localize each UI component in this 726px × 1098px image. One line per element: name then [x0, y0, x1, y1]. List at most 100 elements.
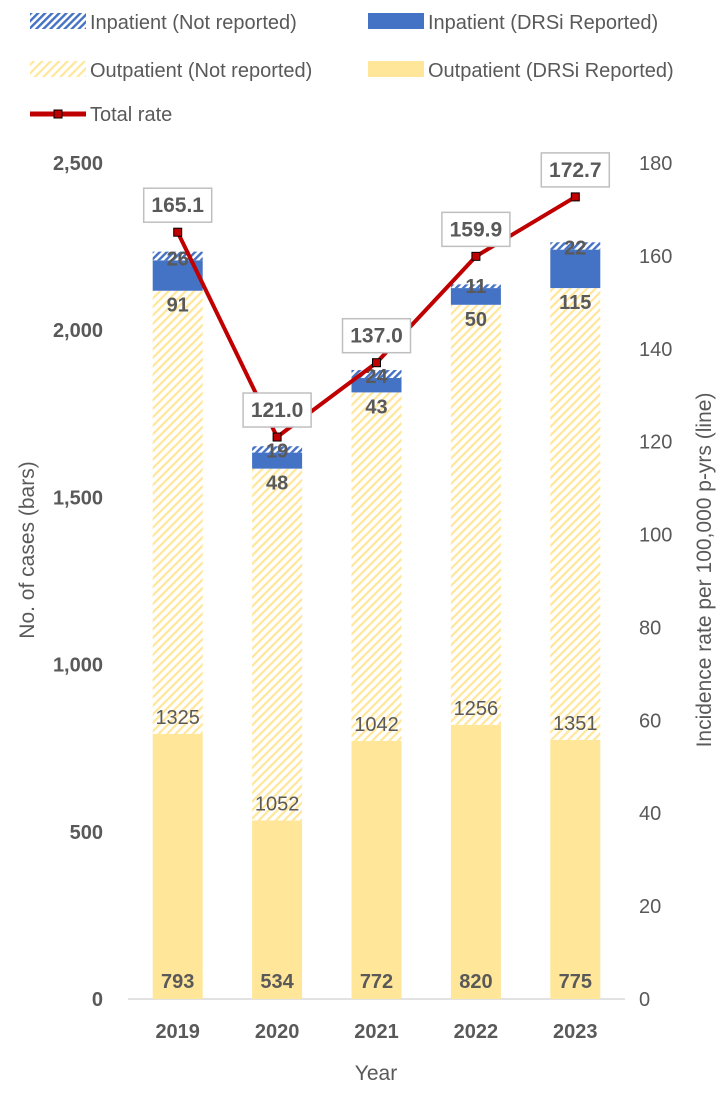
legend-label-outpatient-not-reported: Outpatient (Not reported) [90, 60, 312, 82]
total-rate-label-box [142, 187, 213, 223]
data-label: 775 [559, 971, 592, 993]
total-rate-label-box [540, 152, 611, 188]
data-label: 43 [365, 396, 387, 418]
legend-label-inpatient-reported: Inpatient (DRSi Reported) [428, 12, 658, 34]
legend-swatch-inpatient-not-reported [30, 13, 86, 29]
bar-segment-inpatient-reported [450, 288, 501, 305]
bar-segment-inpatient-reported [252, 452, 303, 469]
total-rate-labels: 165.1 121.0 137.0 159.9 172.7 [142, 152, 611, 428]
bar-segment-inpatient-not-reported [550, 242, 601, 250]
y2-tick-label: 20 [639, 896, 661, 918]
data-label: 24 [365, 366, 388, 388]
bar-segment-inpatient-reported [351, 378, 402, 393]
y2-tick-label: 160 [639, 246, 672, 268]
y-tick-label: 2,500 [53, 153, 103, 175]
data-label: 50 [465, 309, 487, 331]
bar-segment-outpatient-not-reported [450, 304, 501, 725]
legend-item-total-rate: Total rate [30, 104, 172, 126]
bar-segment-outpatient-reported [550, 739, 601, 999]
total-rate-label-box [441, 211, 511, 248]
y-axis-title: No. of cases (bars) [16, 461, 39, 638]
legend-swatch-outpatient-not-reported [30, 61, 86, 77]
y-tick-label: 500 [70, 822, 103, 844]
data-label: 1351 [553, 713, 598, 735]
total-rate-marker [173, 227, 183, 237]
data-label: 793 [161, 971, 194, 993]
bar-value-labels: 793 1325 91 26 534 1052 48 19 772 1042 43 24 820 1256… [155, 238, 597, 993]
total-rate-label: 172.7 [540, 152, 611, 188]
data-label: 534 [260, 971, 294, 993]
total-rate-label-text: 121.0 [251, 399, 304, 422]
data-label: 1042 [354, 714, 399, 736]
data-label: 11 [465, 276, 486, 298]
bar-segment-outpatient-not-reported [152, 290, 203, 734]
legend-label-total-rate: Total rate [90, 104, 172, 126]
y-tick-label: 0 [92, 989, 103, 1011]
total-rate-label: 165.1 [142, 187, 213, 223]
total-rate-label: 159.9 [441, 211, 511, 248]
data-label: 19 [266, 441, 288, 463]
total-rate-label-text: 165.1 [151, 194, 204, 217]
bar-segment-inpatient-not-reported [450, 284, 501, 289]
x-axis-title: Year [355, 1062, 397, 1085]
legend-label-inpatient-not-reported: Inpatient (Not reported) [90, 12, 297, 34]
legend-item-outpatient-reported: Outpatient (DRSi Reported) [368, 60, 674, 82]
x-tick-label: 2023 [553, 1021, 598, 1043]
data-label: 820 [459, 971, 492, 993]
y2-tick-label: 0 [639, 989, 650, 1011]
legend-label-outpatient-reported: Outpatient (DRSi Reported) [428, 60, 674, 82]
bar-segment-outpatient-not-reported [351, 392, 402, 741]
legend: Inpatient (Not reported) Inpatient (DRSi… [30, 12, 674, 126]
y2-tick-label: 180 [639, 153, 672, 175]
data-label: 48 [266, 473, 288, 495]
total-rate-label: 137.0 [341, 317, 412, 354]
data-label: 772 [360, 971, 393, 993]
bar-segment-inpatient-not-reported [351, 369, 402, 379]
y2-tick-label: 60 [639, 710, 661, 732]
y-tick-label: 1,000 [53, 655, 103, 677]
total-rate-marker [272, 432, 282, 442]
total-rate-marker [372, 358, 381, 368]
right-y-axis-ticks: 0 20 40 60 80 100 120 140 160 180 [639, 153, 672, 1011]
bar-segment-outpatient-reported [152, 733, 203, 999]
total-rate-label-box [341, 317, 412, 354]
bar-segment-outpatient-not-reported [550, 288, 601, 740]
data-label: 91 [167, 295, 189, 317]
y2-tick-label: 120 [639, 432, 672, 454]
total-rate-label-text: 159.9 [450, 218, 503, 241]
data-label: 115 [559, 292, 591, 314]
y-tick-label: 1,500 [53, 487, 103, 509]
total-rate-label-box [242, 392, 312, 428]
bar-segment-outpatient-reported [351, 740, 402, 999]
data-label: 1325 [155, 707, 200, 729]
total-rate-label: 121.0 [242, 392, 312, 428]
bar-segment-inpatient-not-reported [252, 446, 303, 453]
x-tick-label: 2021 [354, 1021, 399, 1043]
bar-segment-inpatient-reported [550, 249, 601, 289]
legend-item-inpatient-reported: Inpatient (DRSi Reported) [368, 12, 658, 34]
y2-tick-label: 100 [639, 525, 672, 547]
bar-segment-inpatient-not-reported [152, 251, 203, 261]
y2-tick-label: 40 [639, 803, 661, 825]
left-y-axis-ticks: 0 500 1,000 1,500 2,000 2,500 [53, 153, 103, 1011]
y-tick-label: 2,000 [53, 320, 103, 342]
total-rate-label-text: 172.7 [549, 159, 602, 182]
data-label: 1256 [454, 698, 499, 720]
total-rate-marker [570, 192, 580, 202]
x-axis-ticks: 2019 2020 2021 2022 2023 [155, 1021, 597, 1043]
bar-segment-outpatient-reported [252, 820, 303, 999]
bar-segment-outpatient-not-reported [252, 468, 303, 821]
legend-item-outpatient-not-reported: Outpatient (Not reported) [30, 60, 312, 82]
legend-swatch-inpatient-reported [368, 13, 424, 29]
x-tick-label: 2020 [255, 1021, 300, 1043]
y2-tick-label: 80 [639, 617, 661, 639]
total-rate-marker [471, 251, 481, 261]
x-tick-label: 2019 [155, 1021, 200, 1043]
legend-marker-total-rate [53, 109, 63, 119]
bars [152, 242, 601, 999]
legend-swatch-outpatient-reported [368, 61, 424, 77]
data-label: 22 [564, 238, 586, 260]
bar-segment-outpatient-reported [450, 724, 501, 999]
legend-item-inpatient-not-reported: Inpatient (Not reported) [30, 12, 297, 34]
y2-axis-title: Incidence rate per 100,000 p-yrs (line) [693, 393, 716, 748]
